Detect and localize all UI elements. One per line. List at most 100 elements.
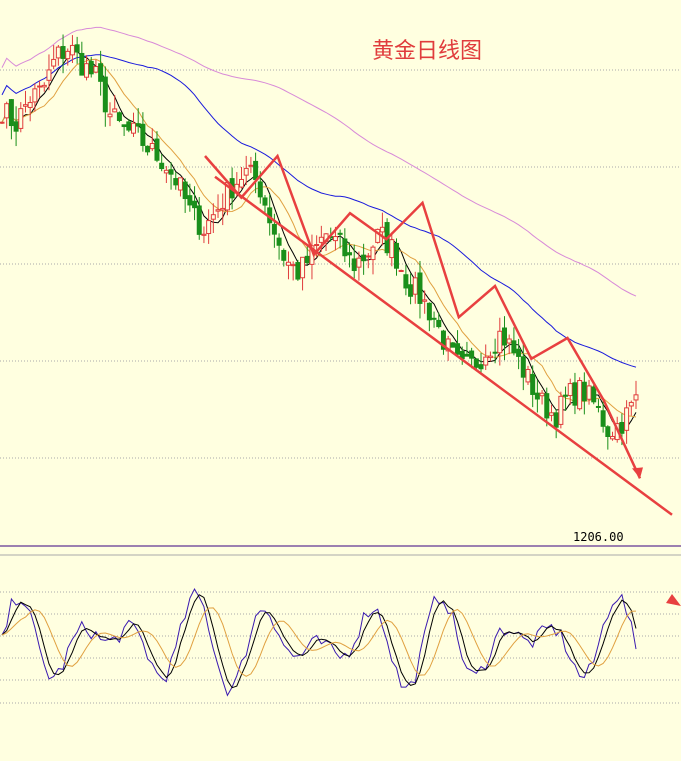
candle-body: [412, 277, 418, 295]
candle-body: [628, 401, 634, 407]
downtrend-line: [214, 175, 673, 516]
candle-body: [159, 162, 165, 170]
candle-body: [79, 52, 85, 76]
candle-body: [577, 380, 583, 410]
candle-body: [116, 112, 122, 121]
candle-body: [398, 270, 404, 273]
candle-body: [107, 113, 113, 118]
candle-body: [253, 160, 259, 181]
zigzag-wave: [204, 153, 642, 479]
chart-title: 黄金日线图: [372, 39, 482, 64]
candle-body: [18, 108, 24, 129]
osc-k-line: [1, 587, 637, 697]
candle-body: [51, 58, 57, 67]
candle-body: [276, 237, 282, 246]
candle-body: [93, 66, 99, 73]
candle-body: [351, 258, 357, 272]
candle-body: [455, 343, 461, 355]
candle-body: [112, 108, 118, 113]
candle-body: [610, 435, 616, 440]
candle-body: [342, 238, 348, 257]
candle-body: [572, 382, 578, 406]
candle-body: [426, 302, 432, 321]
candle-body: [168, 169, 174, 175]
candle-body: [65, 50, 71, 60]
candle-body: [140, 123, 146, 146]
candle-body: [520, 356, 526, 378]
trend-arrowhead: [666, 594, 681, 606]
candle-body: [558, 395, 564, 425]
candle-body: [567, 383, 573, 397]
candle-body: [206, 220, 212, 235]
candle-body: [478, 364, 484, 370]
candle-body: [154, 138, 160, 161]
candle-body: [591, 386, 597, 403]
moving-averages: [1, 26, 637, 432]
candle-body: [126, 121, 132, 131]
candle-body: [431, 317, 437, 320]
candle-body: [149, 142, 155, 150]
candle-body: [281, 249, 287, 261]
candle-body: [55, 46, 61, 59]
candle-body: [605, 426, 611, 437]
candle-body: [497, 330, 503, 354]
candle-body: [548, 412, 554, 416]
candle-body: [633, 394, 639, 401]
candle-body: [436, 319, 442, 328]
candle-body: [121, 124, 127, 128]
candle-body: [539, 392, 545, 397]
candle-body: [544, 393, 550, 419]
candle-body: [27, 102, 33, 108]
ma-60-line: [1, 26, 637, 297]
zigzag-arrowhead: [632, 467, 643, 479]
candle-body: [445, 338, 451, 352]
candle-body: [492, 351, 498, 354]
candle-body: [196, 205, 202, 235]
osc-d-line: [1, 594, 637, 689]
candle-body: [553, 412, 559, 428]
candlesticks: [0, 34, 639, 450]
candle-body: [257, 181, 263, 198]
candle-body: [422, 299, 428, 302]
candle-body: [88, 60, 94, 75]
candle-body: [295, 262, 301, 280]
oscillator-panel: [1, 587, 637, 697]
grid-lines: [0, 69, 681, 704]
candle-body: [469, 350, 475, 359]
candle-body: [534, 392, 540, 400]
candle-body: [290, 264, 296, 267]
candle-body: [41, 84, 47, 88]
candle-body: [243, 167, 249, 176]
candle-body: [46, 69, 52, 81]
candle-body: [69, 44, 75, 56]
candle-body: [84, 63, 90, 78]
candle-body: [511, 340, 517, 354]
candle-body: [248, 164, 254, 167]
candle-body: [271, 223, 277, 235]
candle-body: [135, 123, 141, 127]
candle-body: [304, 255, 310, 264]
candle-body: [192, 200, 198, 209]
candle-body: [600, 410, 606, 427]
candle-body: [98, 63, 104, 82]
candle-body: [464, 353, 470, 357]
candle-body: [502, 327, 508, 346]
candle-body: [130, 122, 136, 134]
candle-body: [595, 405, 601, 408]
candle-body: [403, 274, 409, 289]
candle-body: [417, 272, 423, 304]
candle-body: [483, 356, 489, 366]
candle-body: [440, 330, 446, 350]
candle-body: [393, 242, 399, 269]
candle-body: [347, 252, 353, 256]
candle-body: [624, 407, 630, 431]
candle-body: [389, 239, 395, 259]
candle-body: [506, 338, 512, 344]
candle-body: [187, 195, 193, 206]
candle-body: [8, 99, 14, 127]
candle-body: [60, 46, 66, 59]
candle-body: [220, 207, 226, 211]
candle-body: [361, 254, 367, 262]
candle-body: [586, 385, 592, 400]
